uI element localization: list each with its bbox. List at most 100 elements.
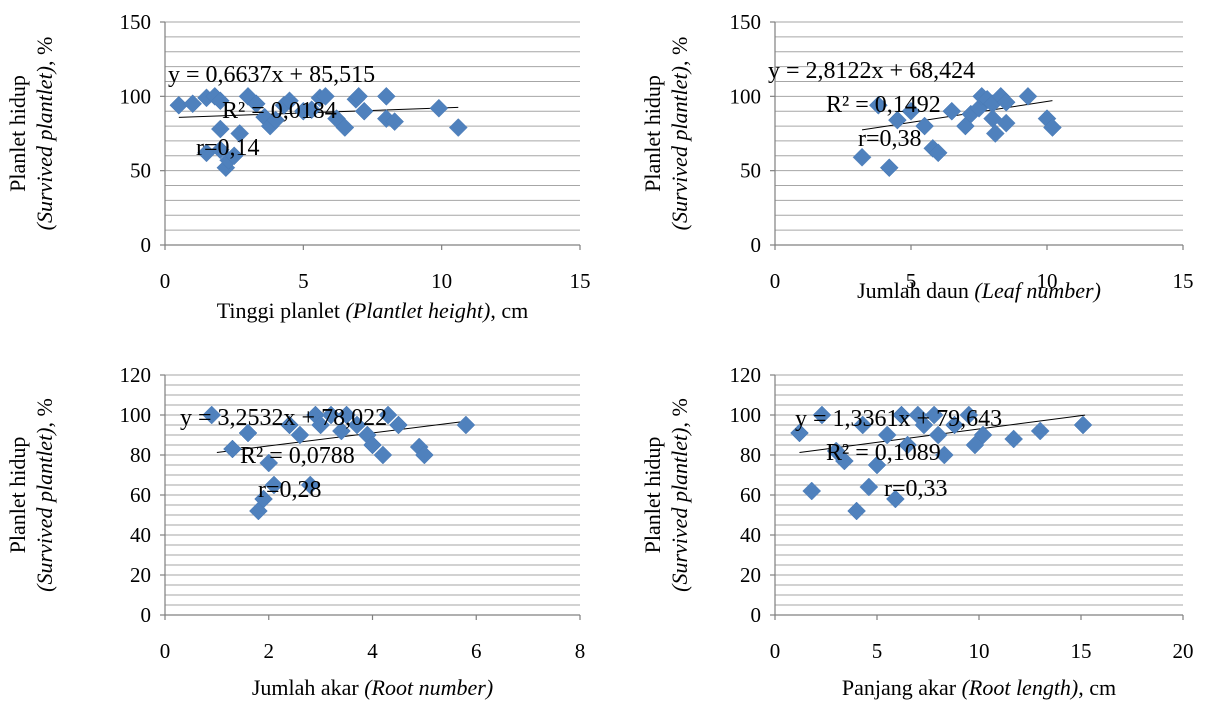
x-tick-label: 15 (1173, 269, 1194, 293)
x-axis-label: Jumlah akar (Root number) (252, 675, 493, 700)
x-tick-label: 0 (770, 269, 781, 293)
data-point (337, 405, 356, 425)
y-tick-label: 150 (120, 10, 152, 34)
y-axis-label: Planlet hidup (5, 437, 30, 554)
data-point (898, 435, 917, 455)
y-tick-label: 80 (740, 443, 761, 467)
data-point (230, 124, 250, 143)
data-point (456, 415, 476, 435)
data-point (996, 92, 1016, 112)
x-tick-label: 6 (471, 639, 482, 663)
data-point (914, 415, 934, 435)
y-axis-label: Planlet hidup (5, 75, 30, 192)
y-tick-label: 120 (120, 363, 152, 387)
data-point (280, 91, 299, 111)
chart-3: 0 20 40 60 80 100 120 0 2 4 6 8 y = 3,2532x + 78,022… (5, 363, 585, 700)
regression-equation: y = 2,8122x + 68,424 (768, 58, 975, 84)
data-point (928, 425, 948, 445)
correlation-label: r=0,33 (884, 476, 948, 502)
y-tick-label: 60 (740, 483, 761, 507)
data-point (429, 98, 449, 118)
correlation-label: r=0,28 (258, 477, 322, 503)
r-squared-label: R² = 0,0184 (222, 98, 337, 124)
data-point (959, 405, 979, 425)
data-point (924, 405, 944, 425)
data-point (985, 124, 1005, 143)
data-point (246, 94, 266, 114)
data-point (290, 425, 310, 445)
y-axis-label: Planlet hidup (640, 437, 665, 554)
correlation-label: r=0,38 (858, 126, 922, 152)
data-point (877, 425, 897, 445)
correlation-label: r=0,14 (196, 135, 260, 161)
data-point (259, 453, 279, 473)
chart-2: 0 50 100 150 0 5 10 15 y = 2,8122x + 68,424 R² = … (640, 10, 1194, 303)
x-tick-label: 0 (160, 639, 171, 663)
data-point (915, 116, 934, 136)
data-point (942, 101, 962, 121)
x-axis-label: Tinggi planlet (Plantlet height), cm (217, 298, 528, 323)
data-point (210, 119, 230, 139)
data-point (385, 112, 404, 131)
data-point (335, 118, 355, 137)
r-squared-label: R² = 0,1492 (826, 92, 941, 118)
regression-equation: y = 3,2532x + 78,022 (180, 405, 387, 431)
y-tick-label: 0 (141, 233, 152, 257)
data-point (183, 94, 203, 114)
y-tick-label: 40 (740, 523, 761, 547)
y-tick-label: 50 (130, 159, 151, 183)
x-tick-label: 10 (431, 269, 452, 293)
x-tick-label: 0 (770, 639, 781, 663)
y-tick-label: 40 (130, 523, 151, 547)
data-point (835, 451, 854, 471)
x-tick-label: 0 (160, 269, 171, 293)
data-point (210, 140, 230, 160)
y-tick-label: 0 (751, 603, 762, 627)
data-point (945, 415, 964, 435)
x-tick-label: 5 (298, 269, 309, 293)
data-point (1073, 415, 1093, 435)
data-point (879, 158, 899, 178)
data-point (354, 101, 374, 121)
x-axis-label: Panjang akar (Root length), cm (842, 675, 1116, 700)
x-tick-label: 5 (872, 639, 883, 663)
data-point (859, 477, 879, 497)
data-point (254, 489, 273, 509)
data-point (238, 423, 258, 443)
data-point (264, 475, 284, 495)
y-tick-label: 100 (730, 403, 762, 427)
data-point (852, 147, 872, 167)
data-point (888, 110, 907, 130)
y-axis-label: Planlet hidup (640, 75, 665, 192)
data-point (812, 405, 832, 425)
data-point (280, 415, 299, 435)
y-tick-label: 0 (751, 233, 762, 257)
y-tick-label: 120 (730, 363, 762, 387)
data-point (347, 415, 367, 435)
y-tick-label: 20 (740, 563, 761, 587)
data-point (332, 421, 351, 441)
data-point (853, 415, 873, 435)
data-point (223, 439, 242, 459)
y-axis-label-secondary: (Survived plantlet), % (32, 37, 57, 231)
y-tick-label: 100 (730, 84, 762, 108)
data-point (224, 146, 244, 166)
data-point (378, 405, 398, 425)
data-point (415, 445, 434, 465)
data-point (790, 423, 809, 443)
y-tick-label: 150 (730, 10, 762, 34)
data-point (210, 91, 230, 111)
data-point (802, 481, 822, 501)
data-point (847, 501, 866, 521)
data-point (266, 110, 286, 130)
y-tick-label: 80 (130, 443, 151, 467)
data-point (300, 475, 320, 495)
data-point (901, 101, 921, 121)
data-point (886, 489, 905, 509)
data-point (448, 118, 468, 137)
y-tick-label: 20 (130, 563, 151, 587)
chart-4: 0 20 40 60 80 100 120 0 5 10 15 20 y = 1,3361x + 79,… (640, 363, 1194, 700)
data-point (389, 415, 408, 435)
trendline (178, 106, 459, 118)
